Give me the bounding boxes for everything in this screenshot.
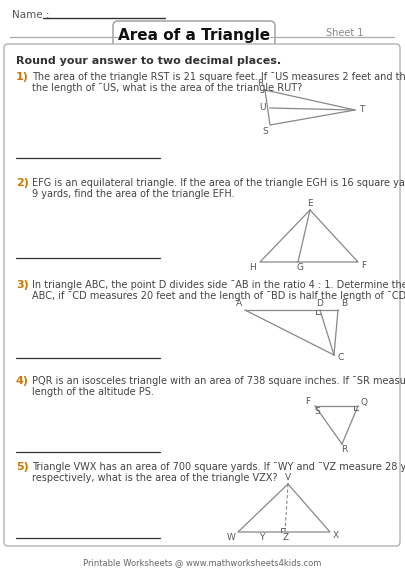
Text: Q: Q <box>360 398 367 408</box>
Text: H: H <box>249 262 256 272</box>
Text: 9 yards, find the area of the triangle EFH.: 9 yards, find the area of the triangle E… <box>32 189 234 199</box>
Text: X: X <box>333 532 339 541</box>
Text: T: T <box>359 106 364 114</box>
Text: 1): 1) <box>16 72 29 82</box>
FancyBboxPatch shape <box>4 44 400 546</box>
Text: C: C <box>338 354 344 363</box>
Text: 5): 5) <box>16 462 29 472</box>
Text: B: B <box>341 300 347 308</box>
Text: 2): 2) <box>16 178 29 188</box>
Text: Name :: Name : <box>12 10 53 20</box>
Text: respectively, what is the area of the triangle VZX?: respectively, what is the area of the tr… <box>32 473 277 483</box>
Text: Round your answer to two decimal places.: Round your answer to two decimal places. <box>16 56 281 66</box>
Text: F: F <box>305 398 311 406</box>
Text: In triangle ABC, the point D divides side ¯AB in the ratio 4 : 1. Determine the : In triangle ABC, the point D divides sid… <box>32 280 405 290</box>
Text: G: G <box>296 262 303 272</box>
Text: length of the altitude PS.: length of the altitude PS. <box>32 387 154 397</box>
Text: D: D <box>317 300 324 308</box>
Text: EFG is an equilateral triangle. If the area of the triangle EGH is 16 square yar: EFG is an equilateral triangle. If the a… <box>32 178 405 188</box>
Text: E: E <box>307 199 313 207</box>
Text: Y: Y <box>259 533 265 542</box>
Text: Printable Worksheets @ www.mathworksheets4kids.com: Printable Worksheets @ www.mathworksheet… <box>83 558 321 567</box>
Text: Z: Z <box>283 533 289 542</box>
Text: F: F <box>361 262 367 270</box>
Text: ABC, if ¯CD measures 20 feet and the length of ¯BD is half the length of ¯CD.: ABC, if ¯CD measures 20 feet and the len… <box>32 291 405 301</box>
Text: R: R <box>257 80 263 88</box>
Text: R: R <box>341 445 347 455</box>
Text: the length of ¯US, what is the area of the triangle RUT?: the length of ¯US, what is the area of t… <box>32 83 302 93</box>
Text: Sheet 1: Sheet 1 <box>326 28 364 38</box>
FancyBboxPatch shape <box>113 21 275 53</box>
Text: PQR is an isosceles triangle with an area of 738 square inches. If ¯SR measures : PQR is an isosceles triangle with an are… <box>32 376 405 386</box>
Text: Triangle VWX has an area of 700 square yards. If ¯WY and ¯VZ measure 28 yards an: Triangle VWX has an area of 700 square y… <box>32 462 405 472</box>
Text: Area of a Triangle: Area of a Triangle <box>118 28 270 43</box>
Text: 4): 4) <box>16 376 29 386</box>
Text: S: S <box>314 406 320 416</box>
Text: A: A <box>236 300 242 308</box>
Text: The area of the triangle RST is 21 square feet. If ¯US measures 2 feet and the l: The area of the triangle RST is 21 squar… <box>32 72 405 82</box>
Text: W: W <box>226 533 235 541</box>
Text: 3): 3) <box>16 280 29 290</box>
Text: S: S <box>262 126 268 135</box>
Text: U: U <box>259 103 265 113</box>
Text: V: V <box>285 472 291 482</box>
